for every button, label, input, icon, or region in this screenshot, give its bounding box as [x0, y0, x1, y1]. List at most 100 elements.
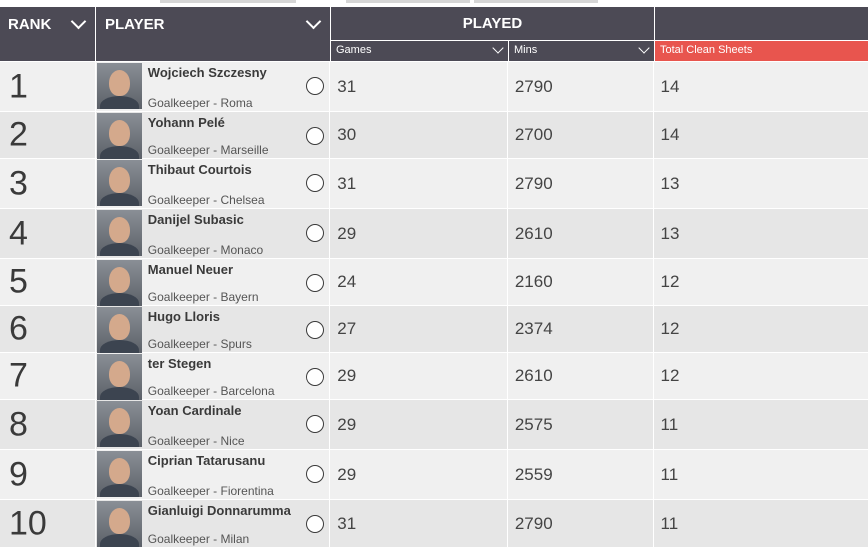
player-name[interactable]: Yohann Pelé	[147, 115, 225, 130]
player-name[interactable]: Thibaut Courtois	[147, 162, 252, 177]
player-name[interactable]: Hugo Lloris	[147, 309, 220, 324]
compare-radio[interactable]	[305, 321, 324, 339]
games-cell: 24	[330, 259, 507, 305]
compare-radio[interactable]	[305, 465, 324, 483]
rank-header[interactable]: RANK	[0, 7, 95, 61]
player-cell: Ciprian Tatarusanu Goalkeeper - Fiorenti…	[95, 450, 330, 499]
games-cell: 31	[330, 500, 507, 547]
mins-value: 2610	[514, 366, 553, 385]
compare-radio[interactable]	[305, 77, 324, 95]
compare-radio[interactable]	[305, 174, 324, 192]
mins-value: 2160	[514, 272, 553, 291]
table-row[interactable]: 9 Ciprian Tatarusanu Goalkeeper - Fioren…	[0, 450, 868, 500]
rank-header-label: RANK	[8, 16, 52, 33]
games-cell: 29	[330, 450, 507, 499]
player-name[interactable]: Yoan Cardinale	[147, 403, 242, 418]
player-name[interactable]: Gianluigi Donnarumma	[147, 503, 291, 518]
rank-cell: 6	[0, 306, 95, 352]
table-row[interactable]: 1 Wojciech Szczesny Goalkeeper - Roma 31…	[0, 62, 868, 112]
mins-column-header[interactable]: Mins	[509, 41, 654, 61]
rank-number: 5	[9, 262, 28, 301]
chevron-down-icon[interactable]	[638, 42, 650, 54]
table-row[interactable]: 2 Yohann Pelé Goalkeeper - Marseille 30 …	[0, 112, 868, 159]
clean-sheets-value: 11	[660, 414, 679, 434]
compare-radio[interactable]	[305, 415, 324, 433]
clean-sheets-value: 14	[660, 125, 680, 144]
clean-sheets-value: 13	[660, 223, 680, 243]
player-photo	[96, 451, 142, 497]
clean-sheets-cell: 12	[653, 306, 868, 352]
games-value: 29	[337, 223, 357, 243]
compare-radio[interactable]	[305, 274, 324, 292]
mins-value: 2790	[514, 513, 553, 533]
player-header[interactable]: PLAYER	[96, 7, 330, 61]
mins-cell: 2790	[507, 62, 653, 111]
player-cell: Thibaut Courtois Goalkeeper - Chelsea	[95, 159, 330, 208]
clean-sheets-column-header[interactable]: Total Clean Sheets	[655, 41, 868, 61]
mins-value: 2374	[514, 319, 553, 338]
games-column-label: Games	[336, 44, 372, 56]
player-photo	[96, 307, 142, 353]
games-cell: 31	[330, 62, 507, 111]
compare-radio[interactable]	[305, 127, 324, 145]
games-cell: 31	[330, 159, 507, 208]
games-value: 31	[337, 173, 357, 193]
games-value: 29	[337, 414, 357, 434]
games-value: 30	[337, 125, 357, 144]
table-row[interactable]: 4 Danijel Subasic Goalkeeper - Monaco 29…	[0, 209, 868, 259]
table-row[interactable]: 8 Yoan Cardinale Goalkeeper - Nice 29 25…	[0, 400, 868, 450]
table-row[interactable]: 10 Gianluigi Donnarumma Goalkeeper - Mil…	[0, 500, 868, 548]
games-value: 31	[337, 513, 357, 533]
top-tab-segment	[160, 0, 296, 3]
player-photo	[96, 63, 142, 109]
compare-radio[interactable]	[305, 368, 324, 386]
mins-cell: 2790	[507, 500, 653, 547]
rank-number: 6	[9, 309, 28, 348]
player-cell: ter Stegen Goalkeeper - Barcelona	[95, 353, 330, 400]
mins-value: 2575	[514, 414, 553, 434]
games-column-header[interactable]: Games	[331, 41, 508, 61]
player-photo	[96, 260, 142, 306]
rank-number: 10	[9, 504, 47, 542]
player-name[interactable]: Manuel Neuer	[147, 262, 234, 277]
mins-cell: 2160	[507, 259, 653, 305]
rank-number: 9	[9, 455, 28, 493]
compare-radio[interactable]	[305, 224, 324, 242]
mins-cell: 2374	[507, 306, 653, 352]
player-name[interactable]: Wojciech Szczesny	[147, 65, 267, 80]
rank-number: 4	[9, 214, 28, 252]
rank-cell: 4	[0, 209, 95, 258]
rank-cell: 10	[0, 500, 95, 547]
player-team: Goalkeeper - Barcelona	[147, 384, 275, 398]
player-team: Goalkeeper - Nice	[147, 434, 245, 448]
player-team: Goalkeeper - Marseille	[147, 143, 269, 157]
mins-cell: 2700	[507, 112, 653, 158]
rank-cell: 1	[0, 62, 95, 111]
rank-cell: 7	[0, 353, 95, 399]
rank-number: 2	[9, 115, 28, 154]
player-photo	[96, 501, 142, 547]
table-row[interactable]: 3 Thibaut Courtois Goalkeeper - Chelsea …	[0, 159, 868, 209]
chevron-down-icon[interactable]	[492, 42, 504, 54]
player-name[interactable]: Danijel Subasic	[147, 212, 244, 227]
compare-radio[interactable]	[305, 515, 324, 533]
player-team: Goalkeeper - Fiorentina	[147, 484, 274, 498]
rank-cell: 2	[0, 112, 95, 158]
player-header-label: PLAYER	[105, 16, 165, 33]
player-name[interactable]: ter Stegen	[147, 356, 212, 371]
player-photo	[96, 354, 142, 400]
table-row[interactable]: 6 Hugo Lloris Goalkeeper - Spurs 27 2374…	[0, 306, 868, 353]
chevron-down-icon[interactable]	[305, 13, 322, 30]
chevron-down-icon[interactable]	[70, 13, 87, 30]
mins-cell: 2575	[507, 400, 653, 449]
rank-number: 3	[9, 164, 28, 202]
player-team: Goalkeeper - Chelsea	[147, 193, 265, 207]
table-row[interactable]: 5 Manuel Neuer Goalkeeper - Bayern 24 21…	[0, 259, 868, 306]
clean-sheets-cell: 14	[653, 62, 868, 111]
player-team: Goalkeeper - Milan	[147, 532, 250, 546]
player-name[interactable]: Ciprian Tatarusanu	[147, 453, 266, 468]
player-team: Goalkeeper - Bayern	[147, 290, 259, 304]
mins-cell: 2610	[507, 353, 653, 399]
table-row[interactable]: 7 ter Stegen Goalkeeper - Barcelona 29 2…	[0, 353, 868, 400]
clean-sheets-cell: 13	[653, 209, 868, 258]
